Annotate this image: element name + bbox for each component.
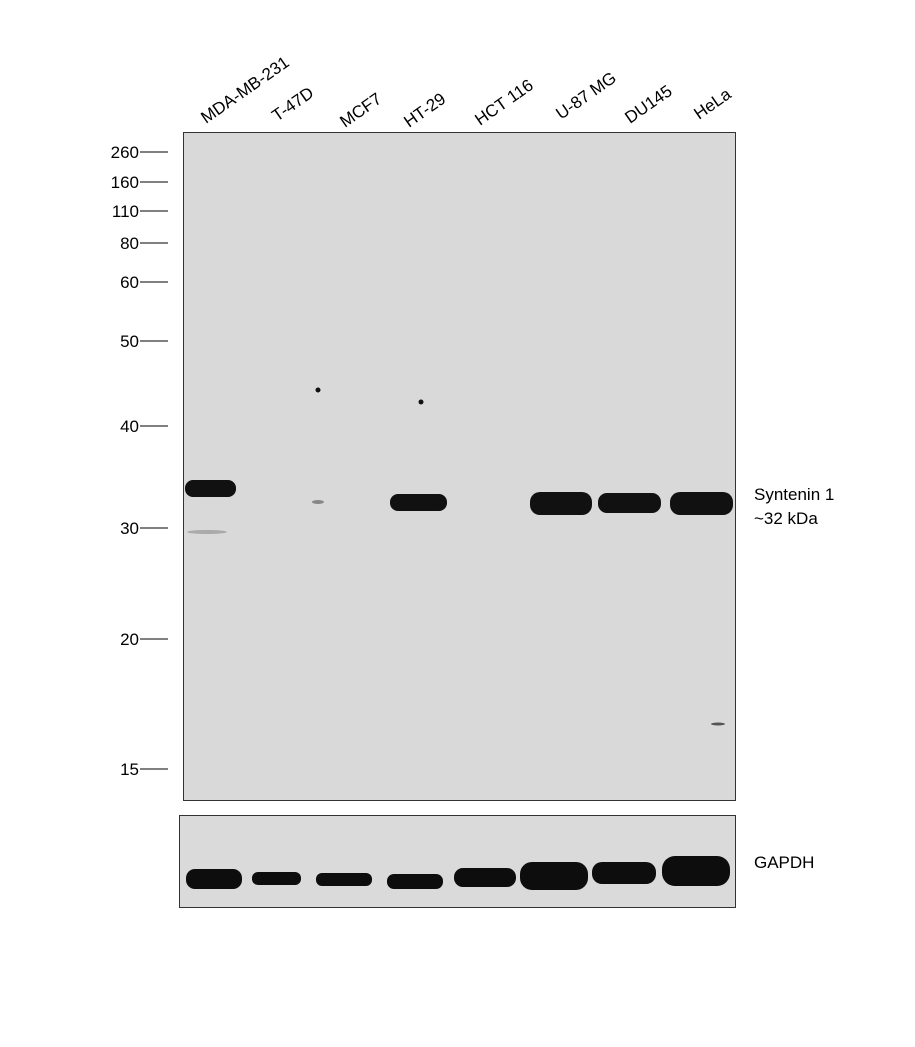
marker-label: 40: [120, 417, 139, 436]
band: [670, 492, 733, 515]
target-size: ~32 kDa: [754, 509, 818, 528]
band: [390, 494, 447, 511]
speck: [418, 399, 424, 405]
gapdh-bands: [186, 856, 730, 890]
lane-label: DU145: [621, 81, 675, 127]
speck: [312, 500, 324, 504]
speck: [187, 530, 227, 534]
speck: [315, 387, 321, 393]
marker-label: 260: [111, 143, 139, 162]
loading-control-label: GAPDH: [754, 853, 814, 872]
speck: [711, 722, 725, 726]
marker-label: 160: [111, 173, 139, 192]
lane-label: HT-29: [400, 89, 449, 131]
lane-label: MCF7: [336, 89, 385, 131]
lane-label: T-47D: [268, 83, 317, 125]
band: [387, 874, 443, 889]
lane-label: HCT 116: [471, 76, 536, 130]
marker-label: 50: [120, 332, 139, 351]
band: [520, 862, 588, 890]
syntenin-bands: [185, 387, 733, 726]
marker-label: 15: [120, 760, 139, 779]
band: [530, 492, 592, 515]
marker-label: 60: [120, 273, 139, 292]
band: [598, 493, 661, 513]
lane-label: HeLa: [690, 84, 735, 123]
band: [316, 873, 372, 886]
band: [662, 856, 730, 886]
main-blot: [183, 132, 736, 801]
band: [186, 869, 242, 889]
marker-label: 110: [112, 202, 139, 221]
band: [185, 480, 236, 497]
band: [592, 862, 656, 884]
band: [454, 868, 516, 887]
marker-label: 80: [120, 234, 139, 253]
gapdh-blot: [179, 815, 736, 908]
target-name: Syntenin 1: [754, 485, 834, 504]
marker-label: 20: [120, 630, 139, 649]
lane-label: U-87 MG: [552, 68, 619, 123]
band: [252, 872, 301, 885]
marker-label: 30: [120, 519, 139, 538]
